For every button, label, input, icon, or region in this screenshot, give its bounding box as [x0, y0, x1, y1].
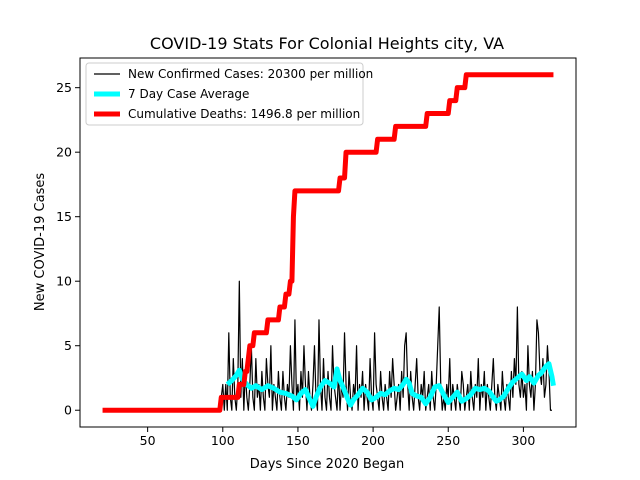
- x-tick-label: 200: [361, 433, 385, 448]
- series-line-2: [225, 361, 556, 409]
- y-tick-label: 5: [64, 338, 72, 353]
- y-tick-label: 10: [56, 274, 72, 289]
- x-tick-label: 250: [436, 433, 460, 448]
- y-tick-label: 15: [56, 209, 72, 224]
- legend-label-2: 7 Day Case Average: [128, 87, 249, 101]
- x-tick-label: 300: [511, 433, 535, 448]
- chart-title: COVID-19 Stats For Colonial Heights city…: [150, 34, 504, 53]
- axes-frame: [79, 57, 577, 428]
- x-axis-label: Days Since 2020 Began: [250, 457, 405, 472]
- series-line-3: [102, 72, 554, 413]
- x-tick-label: 100: [211, 433, 235, 448]
- y-tick-label: 0: [64, 403, 72, 418]
- x-tick-label: 150: [286, 433, 310, 448]
- legend-box: [85, 62, 364, 126]
- y-tick-label: 25: [56, 80, 72, 95]
- legend-label-1: New Confirmed Cases: 20300 per million: [128, 67, 373, 81]
- y-tick-label: 20: [56, 145, 72, 160]
- x-tick-label: 50: [140, 433, 156, 448]
- legend-label-3: Cumulative Deaths: 1496.8 per million: [128, 107, 360, 121]
- legend: New Confirmed Cases: 20300 per million 7 …: [85, 62, 373, 126]
- y-axis-label: New COVID-19 Cases: [33, 173, 48, 311]
- axes: 50 100 150 200 250 300 0 5 10 15 20 25: [56, 57, 577, 448]
- plot-area: [102, 72, 556, 413]
